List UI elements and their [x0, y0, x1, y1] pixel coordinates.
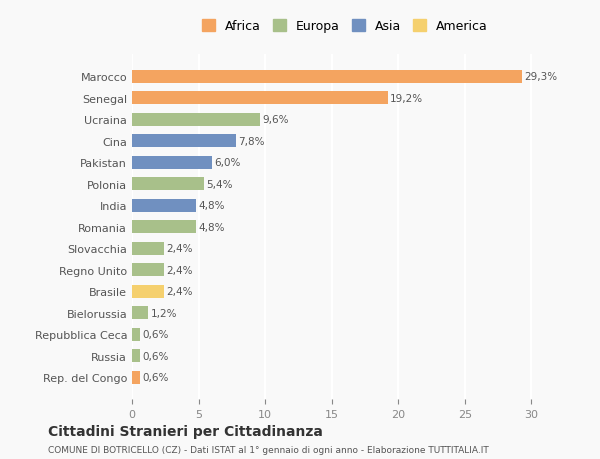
Bar: [132, 307, 148, 319]
Text: 7,8%: 7,8%: [239, 136, 265, 146]
Text: 0,6%: 0,6%: [143, 330, 169, 339]
Text: 2,4%: 2,4%: [167, 265, 193, 275]
Text: 9,6%: 9,6%: [262, 115, 289, 125]
Bar: [132, 71, 522, 84]
Bar: [132, 285, 164, 298]
Text: 1,2%: 1,2%: [151, 308, 177, 318]
Text: 4,8%: 4,8%: [199, 222, 225, 232]
Legend: Africa, Europa, Asia, America: Africa, Europa, Asia, America: [199, 17, 491, 37]
Bar: [132, 178, 204, 191]
Bar: [132, 371, 140, 384]
Text: 0,6%: 0,6%: [143, 372, 169, 382]
Text: 2,4%: 2,4%: [167, 286, 193, 297]
Text: 29,3%: 29,3%: [525, 72, 558, 82]
Bar: [132, 221, 196, 234]
Text: 0,6%: 0,6%: [143, 351, 169, 361]
Bar: [132, 92, 388, 105]
Text: 19,2%: 19,2%: [390, 94, 424, 104]
Text: Cittadini Stranieri per Cittadinanza: Cittadini Stranieri per Cittadinanza: [48, 425, 323, 438]
Bar: [132, 135, 236, 148]
Bar: [132, 157, 212, 169]
Text: 5,4%: 5,4%: [206, 179, 233, 189]
Text: 2,4%: 2,4%: [167, 244, 193, 254]
Bar: [132, 199, 196, 212]
Bar: [132, 242, 164, 255]
Text: 6,0%: 6,0%: [215, 158, 241, 168]
Bar: [132, 263, 164, 276]
Text: 4,8%: 4,8%: [199, 201, 225, 211]
Text: COMUNE DI BOTRICELLO (CZ) - Dati ISTAT al 1° gennaio di ogni anno - Elaborazione: COMUNE DI BOTRICELLO (CZ) - Dati ISTAT a…: [48, 445, 489, 454]
Bar: [132, 113, 260, 127]
Bar: [132, 349, 140, 362]
Bar: [132, 328, 140, 341]
